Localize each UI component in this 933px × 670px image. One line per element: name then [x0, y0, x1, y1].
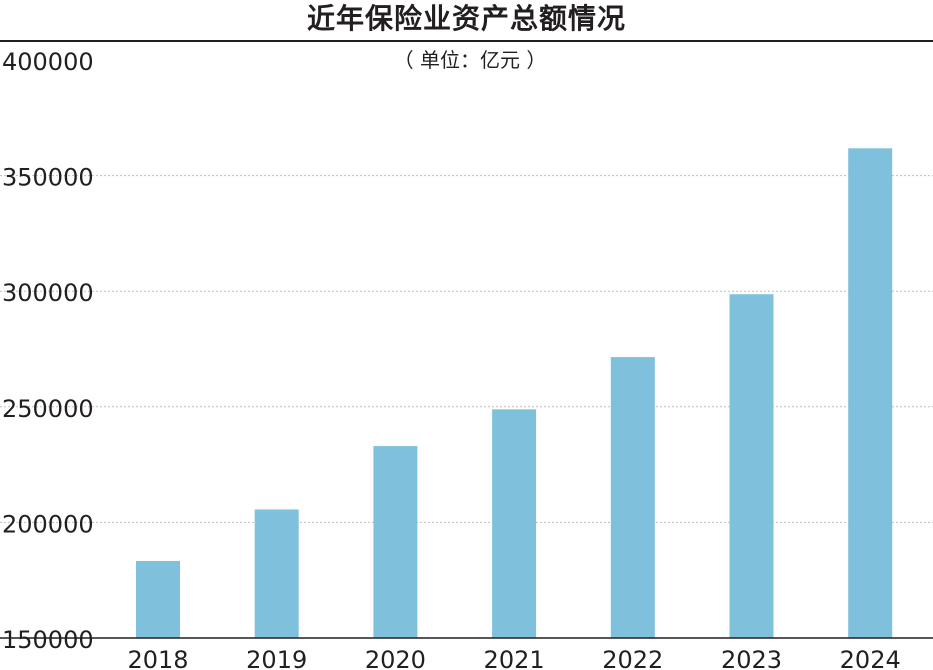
- y-tick-label: 400000: [2, 48, 94, 76]
- bar-2022: [610, 357, 655, 638]
- x-tick-label: 2018: [127, 646, 188, 670]
- y-tick-label: 350000: [2, 164, 94, 192]
- y-tick-label: 150000: [2, 626, 94, 654]
- y-tick-label: 250000: [2, 395, 94, 423]
- bar-2023: [729, 294, 774, 638]
- bar-2020: [373, 446, 418, 638]
- bar-2021: [492, 409, 537, 638]
- x-tick-label: 2019: [246, 646, 307, 670]
- chart-title: 近年保险业资产总额情况: [306, 2, 626, 35]
- unit-label: （ 单位：亿元 ）: [393, 48, 547, 72]
- bar-2018: [136, 561, 180, 638]
- x-tick-label: 2022: [602, 646, 663, 670]
- bar-2019: [254, 509, 299, 638]
- bar-2024: [848, 148, 893, 638]
- bars: [136, 148, 893, 638]
- x-tick-label: 2024: [840, 646, 901, 670]
- x-tick-label: 2021: [484, 646, 545, 670]
- y-tick-label: 200000: [2, 510, 94, 538]
- gridlines: [0, 175, 933, 523]
- y-tick-label: 300000: [2, 279, 94, 307]
- x-tick-label: 2020: [365, 646, 426, 670]
- y-tick-labels: 150000 200000 250000 300000 350000 400000: [2, 48, 94, 654]
- x-tick-label: 2023: [721, 646, 782, 670]
- title-divider: [0, 40, 933, 42]
- x-tick-labels: 2018 2019 2020 2021 2022 2023 2024: [127, 646, 900, 670]
